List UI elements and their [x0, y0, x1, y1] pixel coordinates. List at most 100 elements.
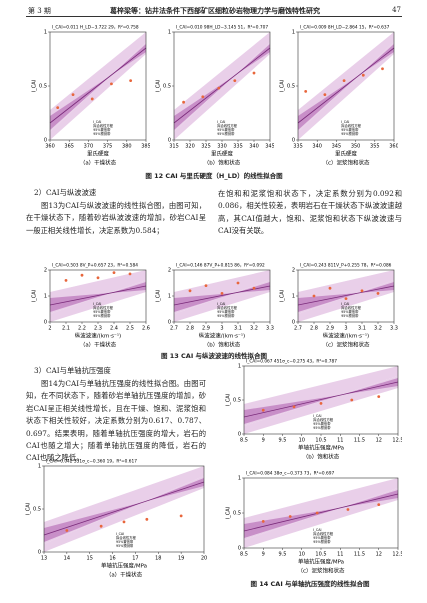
figure-caption: 图 12 CAI 与里氏硬度（H_LD）的线性拟合图	[145, 172, 283, 180]
x-tick-label: 19	[178, 556, 184, 562]
x-tick-label: 370	[84, 144, 94, 150]
x-tick-label: 2.7	[294, 326, 302, 332]
x-tick-label: 20	[201, 556, 207, 562]
x-tick-label: 2.6	[142, 326, 150, 332]
legend-entry: 95%置信带	[313, 421, 331, 426]
x-tick-label: 365	[64, 144, 74, 150]
y-tick-label: 0.5	[233, 398, 241, 404]
x-tick-label: 18	[155, 556, 161, 562]
data-point	[376, 292, 380, 295]
fit-line	[243, 381, 399, 418]
page-number: 47	[392, 6, 401, 14]
y-tick-label: 1	[168, 294, 171, 300]
legend-entry: 拟合线性方程	[116, 535, 136, 540]
data-point	[64, 279, 68, 282]
chart-panel: 360 365 370 375 380 385 0 0.5 1 I_CAI=0.011 H_LD−…	[32, 25, 151, 167]
confidence-band	[244, 490, 398, 538]
data-point	[204, 284, 208, 287]
fit-line	[49, 285, 147, 306]
x-tick-label: 8.5	[240, 552, 248, 558]
y-tick-label: 1	[238, 476, 241, 482]
legend-entry: I_CAI	[341, 120, 349, 124]
x-tick-label: 350	[351, 144, 361, 150]
data-point	[128, 272, 132, 276]
data-point	[122, 520, 126, 524]
x-tick-label: 355	[370, 144, 380, 150]
fit-line	[297, 47, 395, 124]
data-point	[236, 281, 240, 285]
x-tick-label: 16	[109, 556, 115, 562]
y-tick-label: 0	[292, 320, 295, 326]
x-axis-label: 里氏硬度	[211, 150, 234, 158]
panel-caption: （a）干燥状态	[106, 571, 143, 579]
x-tick-label: 9.5	[279, 552, 287, 558]
legend-entry: 95%预测带	[313, 425, 331, 430]
x-tick-label: 2.7	[170, 326, 178, 332]
x-tick-label: 3.1	[234, 326, 242, 332]
legend-entry: 95%预测带	[341, 131, 359, 136]
confidence-band	[298, 44, 394, 130]
y-tick-label: 1	[44, 30, 47, 36]
x-tick-label: 12.5	[392, 438, 402, 444]
legend-entry: 95%预测带	[116, 543, 134, 548]
legend-entry: I_CAI	[116, 532, 124, 536]
x-tick-label: 320	[185, 144, 195, 150]
x-tick-label: 8.5	[240, 438, 248, 444]
y-tick-label: 1	[292, 294, 295, 300]
data-point	[261, 520, 265, 523]
x-tick-label: 2	[48, 326, 51, 332]
chart-panel: 335 340 345 350 355 360 0 0.5 1 I_CAI=0.009 8H_LD…	[280, 25, 399, 167]
data-point	[346, 508, 350, 511]
x-tick-label: 2.5	[126, 326, 134, 332]
x-tick-label: 12	[376, 552, 382, 558]
legend-entry: 95%置信带	[217, 309, 235, 314]
equation: I_CAI=0.084 38σ_c−0.373 73，R²=0.697	[246, 471, 334, 477]
x-tick-label: 375	[103, 144, 113, 150]
chart-panel: 2 2.1 2.2 2.3 2.4 2.5 2.6 0 1 2 I_CAI=0.503 8V_P+0…	[32, 263, 150, 349]
legend-entry: 95%预测带	[93, 131, 111, 136]
y-tick-label: 1	[292, 30, 295, 36]
x-tick-label: 2.2	[78, 326, 86, 332]
equation: I_CAI=0.243 811V_P+0.255 78，R²=0.086	[300, 263, 392, 269]
confidence-band	[50, 44, 146, 130]
legend-entry: 拟合线性方程	[93, 123, 113, 128]
data-point	[361, 73, 365, 77]
x-tick-label: 11	[337, 438, 343, 444]
y-tick-label: 0.5	[163, 84, 171, 90]
y-tick-label: 0	[44, 320, 47, 326]
x-tick-label: 12.5	[392, 552, 402, 558]
y-tick-label: 0.5	[233, 511, 241, 517]
x-tick-label: 13	[41, 556, 47, 562]
legend-entry: 95%置信带	[313, 535, 331, 540]
data-point	[304, 90, 308, 93]
confidence-band	[298, 282, 394, 312]
x-axis-label: 单轴抗压强度/MPa	[298, 444, 344, 452]
equation: I_CAI=0.011 H_LD−3.722 29，R²=0.758	[52, 25, 139, 31]
panel-caption: （b）饱和状态	[204, 159, 241, 167]
chart-panel: 8.5 9 9.5 10 10.5 11 11.5 12 12.5 0 0.5 1 I_CAI=0.08…	[226, 471, 403, 575]
x-tick-label: 330	[217, 144, 227, 150]
x-tick-label: 335	[293, 144, 303, 150]
panel-caption: （b）饱和状态	[303, 453, 340, 461]
data-point	[110, 82, 113, 86]
legend-entry: 95%置信带	[116, 539, 134, 544]
data-point	[252, 71, 256, 75]
data-point	[145, 517, 149, 521]
equation: I_CAI=0.503 8V_P+0.657 23，R²=0.584	[52, 263, 138, 269]
data-point	[292, 405, 296, 409]
x-tick-label: 10	[299, 552, 305, 558]
fit-line	[243, 493, 399, 532]
data-point	[182, 100, 185, 104]
y-tick-label: 0.5	[287, 84, 295, 90]
y-tick-label: 2	[44, 268, 47, 274]
data-point	[201, 95, 205, 99]
data-point	[188, 289, 192, 293]
paragraph: 图13为CAI与纵波波速的线性拟合图，由图可知，在干燥状态下，随着砂岩纵波波速的…	[26, 201, 206, 235]
equation: I_CAI=0.067 451σ_c−0.275 43，R²=0.787	[246, 359, 337, 365]
y-axis-label: I_CAI	[26, 503, 32, 515]
y-axis-label: I_CAI	[226, 507, 232, 519]
x-axis-label: 纵波波速/(km·s⁻¹)	[199, 332, 245, 340]
data-point	[288, 515, 292, 518]
fit-line	[173, 47, 271, 124]
issue: 第 3 期	[28, 7, 51, 15]
